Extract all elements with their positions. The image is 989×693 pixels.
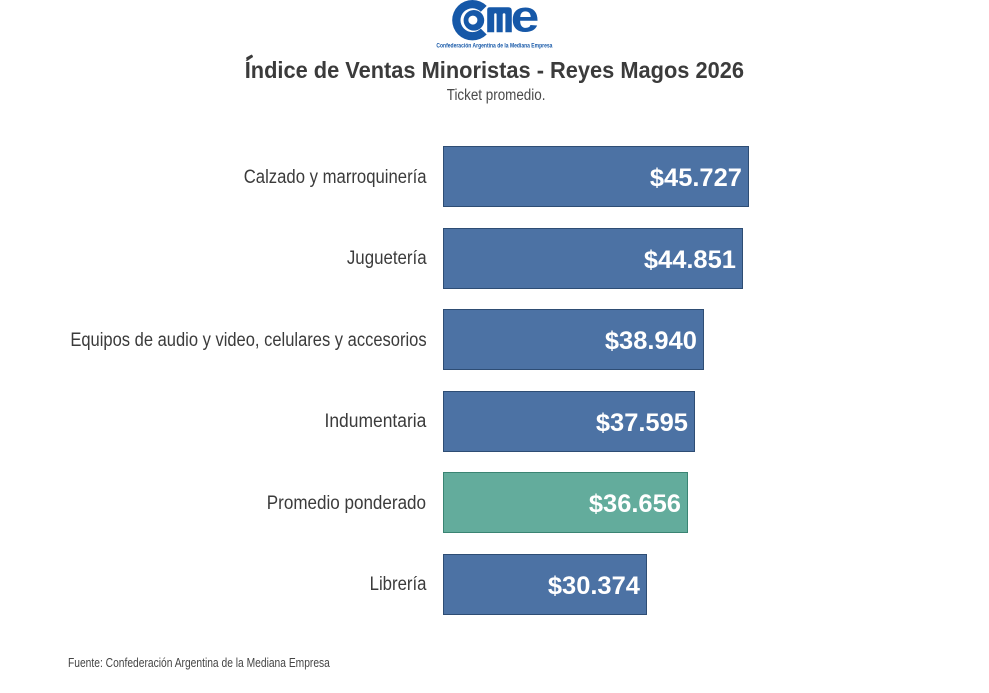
svg-text:e: e — [511, 0, 540, 42]
svg-text:Confederación Argentina de la: Confederación Argentina de la Mediana Em… — [436, 43, 552, 50]
